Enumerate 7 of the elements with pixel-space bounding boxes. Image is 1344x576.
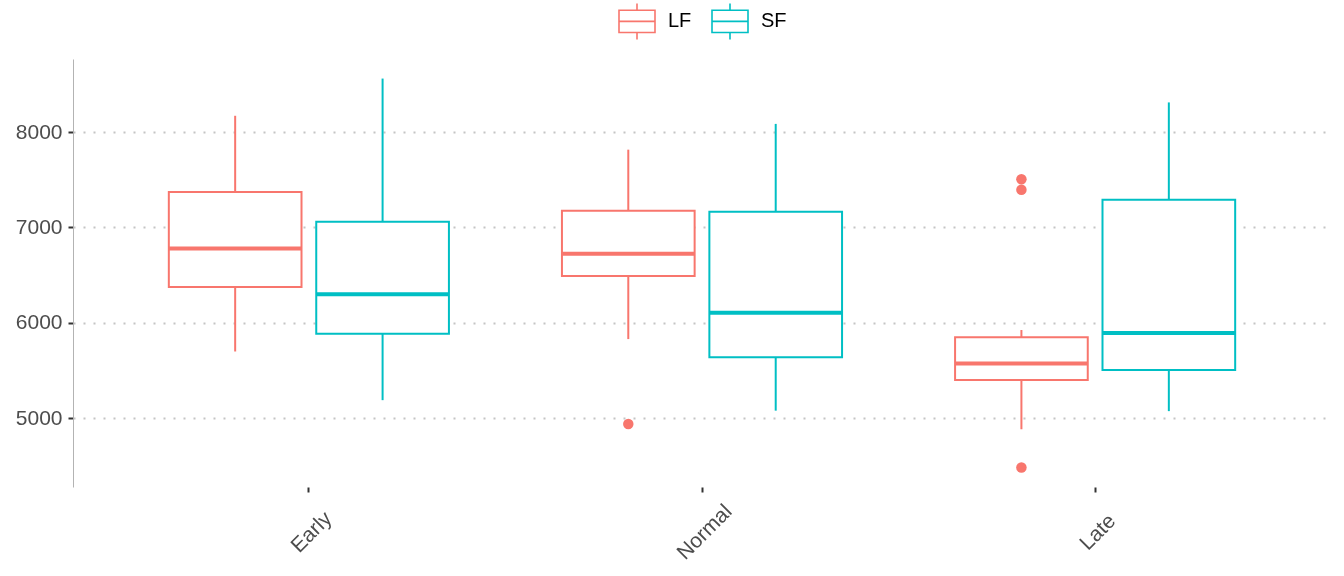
legend-label: SF [761,9,787,32]
y-tick-label: 6000 [15,310,63,334]
y-tick-label: 7000 [15,214,63,238]
y-tick-label: 5000 [15,405,63,429]
x-tick-label: Late [1074,508,1120,555]
legend-label: LF [668,9,692,32]
y-tick-label: 8000 [15,119,63,143]
